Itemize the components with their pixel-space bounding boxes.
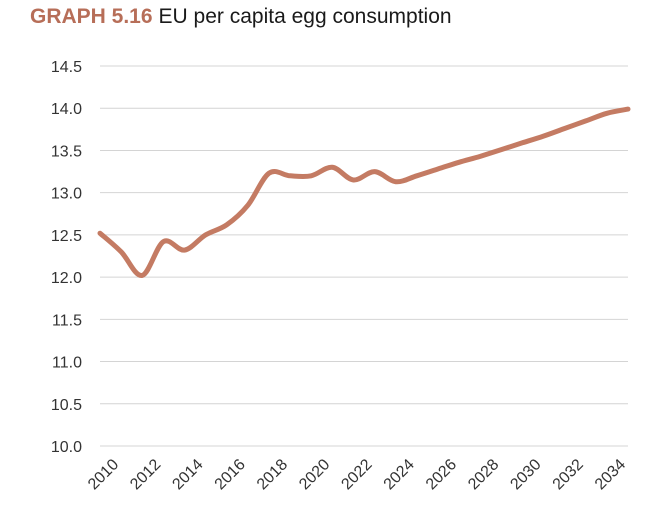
y-tick-label: 11.5 [52, 312, 82, 329]
x-axis-ticks: 2010 2012 2014 2016 2018 2020 2022 2024 2026 2028… [85, 456, 629, 493]
y-tick-label: 10.5 [51, 397, 82, 414]
y-tick-label: 13.5 [51, 143, 82, 160]
chart-title: GRAPH 5.16 EU per capita egg consumption [30, 5, 452, 29]
consumption-line [97, 106, 631, 278]
y-tick-label: 14.5 [51, 59, 82, 76]
y-tick-label: 13.0 [51, 186, 82, 203]
x-tick-label: 2024 [381, 456, 418, 493]
y-tick-label: 12.5 [51, 228, 82, 245]
graph-number: GRAPH 5.16 [30, 5, 153, 28]
x-tick-label: 2018 [254, 456, 291, 493]
y-tick-label: 11.0 [52, 355, 82, 372]
y-axis-ticks: 10.0 10.5 11.0 11.5 12.0 12.5 13.0 13.5 14.0 14.5 [51, 59, 82, 456]
x-tick-label: 2030 [507, 456, 544, 493]
x-tick-label: 2032 [550, 456, 587, 493]
gridlines [100, 65, 628, 447]
x-tick-label: 2026 [423, 456, 460, 493]
series-group [97, 106, 631, 278]
graph-title: EU per capita egg consumption [158, 5, 452, 28]
x-tick-label: 2034 [592, 456, 629, 493]
x-tick-label: 2016 [212, 456, 249, 493]
x-tick-label: 2012 [127, 456, 164, 493]
y-tick-label: 10.0 [51, 439, 82, 456]
x-tick-label: 2028 [465, 456, 502, 493]
x-tick-label: 2010 [85, 456, 122, 493]
x-tick-label: 2014 [169, 456, 206, 493]
x-tick-label: 2020 [296, 456, 333, 493]
y-tick-label: 12.0 [51, 270, 82, 287]
y-tick-label: 14.0 [51, 101, 82, 118]
x-tick-label: 2022 [338, 456, 375, 493]
